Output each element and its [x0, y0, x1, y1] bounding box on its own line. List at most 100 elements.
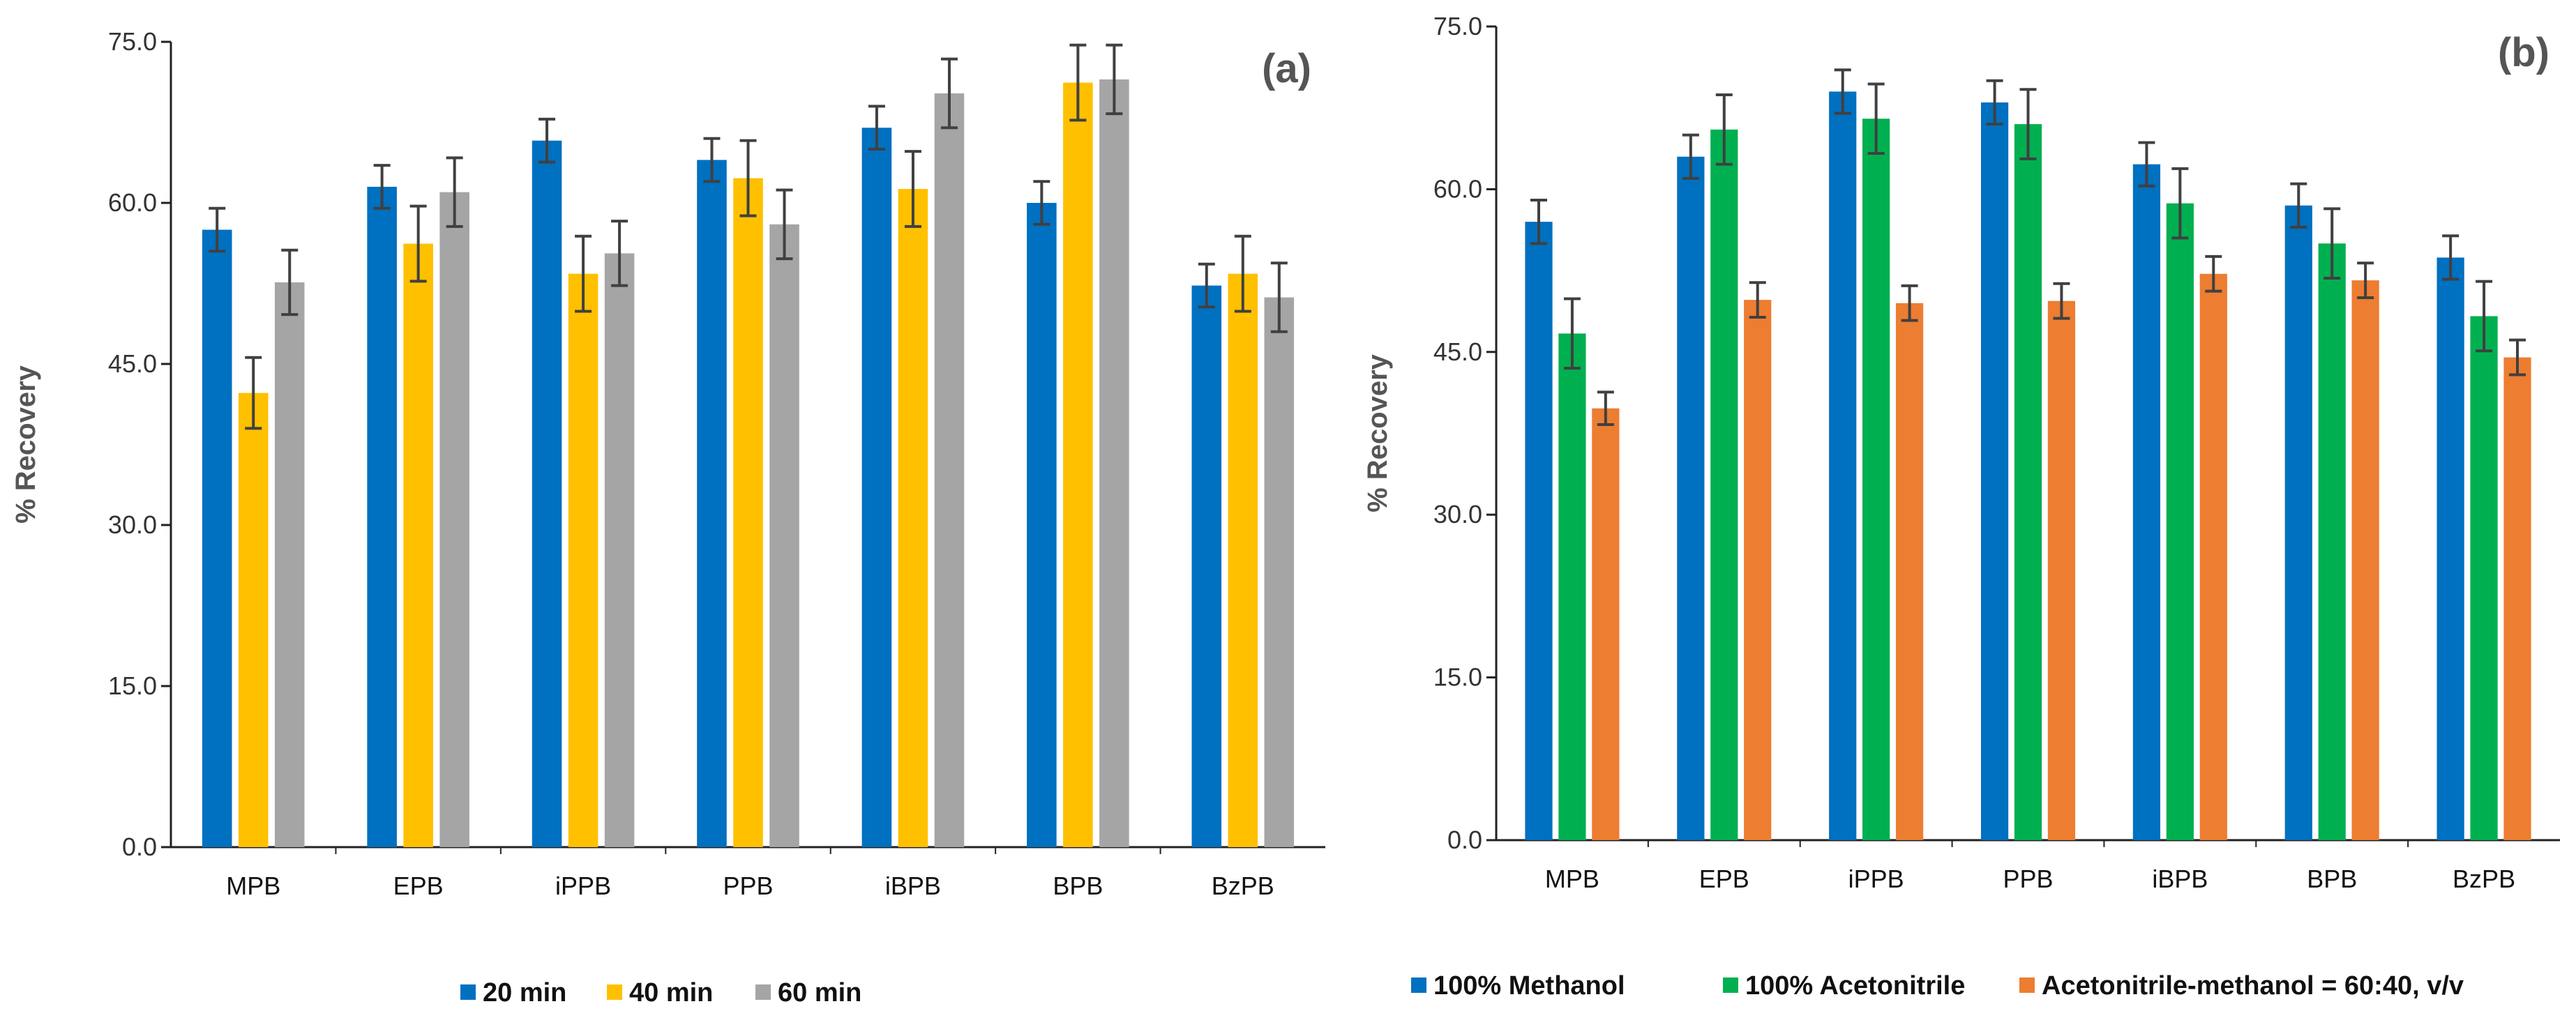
bar [1895, 303, 1924, 840]
error-bar [868, 105, 885, 151]
legend-label: 40 min [629, 978, 713, 1007]
legend-item: 100% Acetonitrile [1723, 971, 1965, 1001]
x-tick-label: PPB [2003, 865, 2053, 893]
bar [1525, 222, 1553, 841]
error-bar [2323, 207, 2341, 280]
x-tick-label: BPB [2307, 865, 2357, 893]
x-tick-label: BPB [1053, 872, 1103, 900]
y-tick-label: 0.0 [1447, 826, 1482, 854]
error-bar [2138, 141, 2155, 188]
bar [2351, 280, 2379, 840]
error-bar [1834, 68, 1851, 115]
y-axis-title: % Recovery [1362, 353, 1393, 512]
bar [1191, 285, 1222, 848]
panel-label: (a) [1262, 46, 1311, 91]
bar [934, 93, 965, 847]
legend: 20 min 40 min 60 min [460, 978, 861, 1007]
bar [532, 140, 562, 847]
bar [2436, 257, 2464, 841]
error-bar [209, 206, 226, 253]
y-tick-label: 45.0 [108, 349, 157, 378]
bar [1099, 79, 1129, 847]
bar [403, 243, 433, 847]
legend-item: Acetonitrile-methanol = 60:40, v/v [2019, 971, 2464, 1001]
error-bar [409, 204, 427, 283]
legend-swatch [755, 984, 771, 1000]
error-bar [2509, 338, 2526, 376]
bar [367, 186, 397, 847]
bar [2284, 205, 2312, 840]
bar [2318, 243, 2346, 840]
error-bar [1530, 198, 1547, 245]
bar [898, 188, 928, 848]
bar [769, 224, 799, 847]
y-tick-label: 75.0 [108, 27, 157, 56]
bar [2470, 316, 2498, 840]
error-bar [281, 248, 299, 317]
error-bar [2476, 280, 2493, 353]
error-bar [1901, 284, 1918, 322]
legend-label: Acetonitrile-methanol = 60:40, v/v [2042, 971, 2464, 1001]
bar [1264, 297, 1295, 847]
legend-label: 100% Methanol [1433, 971, 1625, 1001]
legend-item: 100% Methanol [1411, 971, 1625, 1001]
error-bar [1563, 297, 1581, 370]
bar [1558, 333, 1586, 840]
x-tick-label: iBPB [2152, 865, 2208, 893]
bar [1027, 203, 1057, 847]
error-bar [1682, 133, 1699, 180]
x-tick-label: MPB [1545, 865, 1599, 893]
legend-swatch [1411, 977, 1426, 993]
error-bar [1715, 93, 1733, 166]
legend-swatch [460, 984, 476, 1000]
error-bar [1106, 43, 1123, 116]
bar [274, 282, 305, 848]
y-tick-label: 0.0 [122, 832, 157, 861]
legend-label: 60 min [778, 978, 861, 1007]
error-bar [904, 150, 921, 228]
error-bar [2053, 282, 2070, 320]
bar [2014, 124, 2042, 840]
x-tick-label: EPB [1699, 865, 1749, 893]
legend: 100% Methanol 100% Acetonitrile Acetonitri… [1411, 971, 2464, 1001]
chart-a: 0.0 15.0 30.0 45.0 60.0 75.0 % Recovery (a) MPB E… [10, 27, 1325, 1007]
bar [1710, 129, 1738, 840]
bar [439, 192, 469, 848]
error-bar [1270, 261, 1288, 333]
bar [2132, 164, 2161, 840]
legend-label: 20 min [483, 978, 566, 1007]
y-axis-title: % Recovery [10, 365, 41, 524]
y-tick-label: 15.0 [1433, 663, 1482, 692]
bar [1228, 273, 1258, 847]
error-bar [611, 220, 628, 287]
error-bar [2290, 182, 2307, 229]
bar [861, 128, 892, 848]
bar [202, 229, 232, 847]
bar [568, 273, 598, 847]
bar [238, 393, 269, 847]
error-bar [1749, 281, 1766, 319]
error-bar [739, 139, 757, 218]
legend-item: 20 min [460, 978, 566, 1007]
bar [733, 178, 763, 847]
bar [2047, 301, 2076, 841]
error-bar [575, 234, 592, 313]
error-bar [1597, 390, 1614, 427]
error-bar [940, 57, 958, 130]
x-tick-label: BzPB [1212, 872, 1274, 900]
error-bar [1033, 180, 1050, 226]
bar [2503, 357, 2531, 840]
bar [1862, 119, 1890, 840]
legend-label: 100% Acetonitrile [1745, 971, 1965, 1001]
y-tick-label: 60.0 [108, 188, 157, 217]
y-tick-label: 60.0 [1433, 174, 1482, 203]
bar [2199, 273, 2227, 840]
x-tick-label: PPB [723, 872, 773, 900]
error-bar [373, 164, 391, 210]
bar [1980, 102, 2009, 840]
error-bar [1986, 79, 2003, 126]
error-bar [538, 117, 556, 164]
bar [604, 253, 635, 847]
y-tick-label: 15.0 [108, 671, 157, 700]
error-bar [2019, 88, 2037, 160]
